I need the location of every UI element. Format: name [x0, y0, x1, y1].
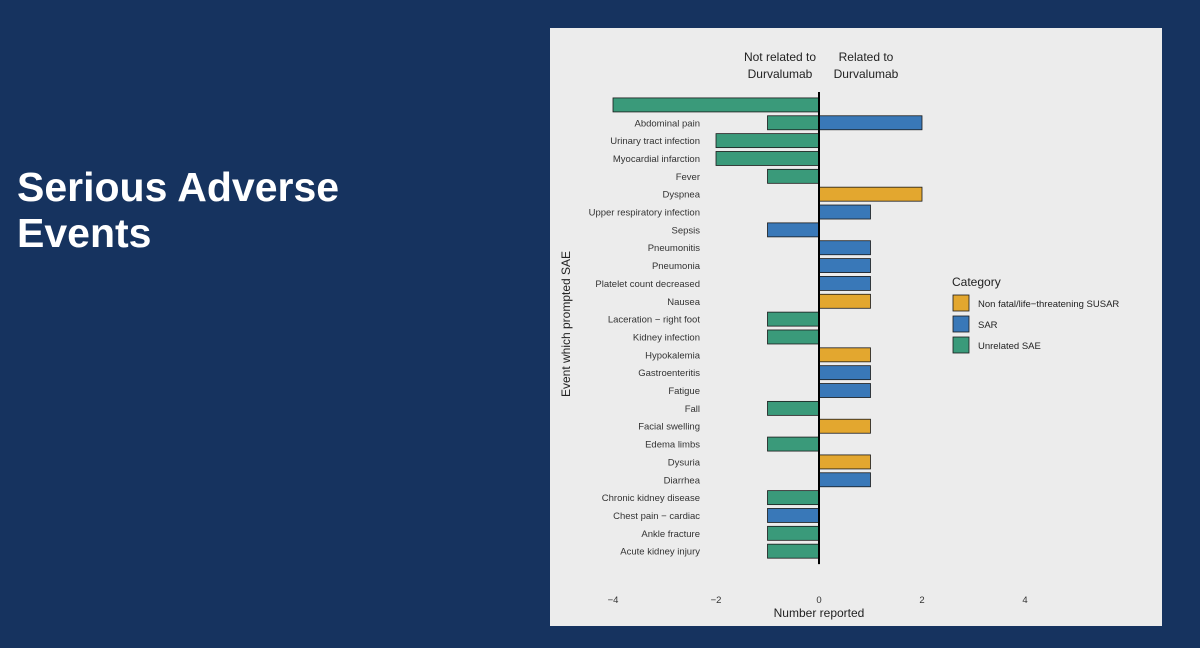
chart-panel: Not related to Durvalumab Related to Dur… — [550, 28, 1162, 626]
header-left-line-1: Not related to — [744, 50, 816, 64]
x-axis-label: Number reported — [774, 606, 865, 620]
category-label-abdominal-pain: Abdominal pain — [635, 118, 701, 129]
slide-title-line-1: Serious Adverse — [17, 164, 340, 210]
bar-abdominal-pain-sar — [818, 115, 923, 131]
legend-swatch-susar — [952, 294, 970, 312]
legend-label-sar: SAR — [978, 320, 998, 331]
category-label-diarrhea: Diarrhea — [664, 475, 701, 486]
x-tick-label: 4 — [1022, 595, 1027, 606]
category-label-chest-pain-cardiac: Chest pain − cardiac — [613, 511, 700, 522]
category-label-sepsis: Sepsis — [671, 225, 700, 236]
slide-title-line-2: Events — [17, 210, 152, 256]
category-label-hypokalemia: Hypokalemia — [645, 350, 701, 361]
bar-myocardial-infarction-unrelated — [715, 151, 820, 166]
legend-swatch-unrelated — [952, 336, 970, 354]
category-label-pneumonia: Pneumonia — [652, 261, 701, 272]
bar-hematuria-unrelated — [612, 97, 820, 113]
bar-urinary-tract-infection-unrelated — [715, 133, 820, 149]
bar-platelet-count-decreased-sar — [818, 276, 871, 291]
header-right-line-2: Durvalumab — [834, 67, 899, 81]
category-label-gastroenteritis: Gastroenteritis — [638, 368, 700, 379]
bar-dyspnea-susar — [818, 186, 923, 202]
category-label-pneumonitis: Pneumonitis — [648, 243, 701, 254]
x-tick-label: −2 — [711, 595, 722, 606]
bar-kidney-infection-unrelated — [767, 329, 820, 345]
bar-chest-pain-cardiac-sar — [767, 508, 820, 523]
header-right-line-1: Related to — [839, 50, 894, 64]
slide-title: Serious Adverse Events — [17, 164, 339, 256]
legend-label-unrelated: Unrelated SAE — [978, 341, 1041, 352]
bar-abdominal-pain-unrelated — [767, 115, 820, 131]
category-label-ankle-fracture: Ankle fracture — [641, 529, 700, 540]
x-tick-label: 2 — [919, 595, 924, 606]
bar-fatigue-sar — [818, 383, 871, 398]
category-label-fever: Fever — [676, 172, 700, 183]
bar-pneumonia-sar — [818, 258, 871, 273]
category-label-kidney-infection: Kidney infection — [633, 332, 700, 343]
bar-chronic-kidney-disease-unrelated — [767, 490, 820, 506]
category-label-dysuria: Dysuria — [668, 457, 701, 468]
bars — [612, 97, 923, 559]
category-label-chronic-kidney-disease: Chronic kidney disease — [602, 493, 700, 504]
bar-upper-respiratory-infection-sar — [818, 204, 871, 220]
bar-fall-unrelated — [767, 400, 820, 416]
legend-title: Category — [952, 275, 1001, 289]
bar-hypokalemia-susar — [818, 347, 871, 363]
category-label-laceration-right-foot: Laceration − right foot — [608, 315, 701, 326]
category-label-fall: Fall — [685, 404, 700, 415]
bar-fever-unrelated — [767, 168, 820, 184]
bar-dysuria-susar — [818, 454, 871, 470]
bar-facial-swelling-susar — [818, 418, 871, 434]
bar-gastroenteritis-sar — [818, 365, 871, 381]
bar-ankle-fracture-unrelated — [767, 525, 820, 541]
category-label-myocardial-infarction: Myocardial infarction — [613, 154, 700, 165]
bar-sepsis-sar — [767, 222, 820, 238]
y-axis-label: Event which prompted SAE — [559, 251, 573, 397]
header-left-line-2: Durvalumab — [748, 67, 813, 81]
legend: Category Non fatal/life−threatening SUSA… — [952, 275, 1119, 354]
legend-swatch-sar — [952, 315, 970, 333]
category-label-fatigue: Fatigue — [668, 386, 700, 397]
category-label-nausea: Nausea — [667, 297, 700, 308]
category-label-platelet-count-decreased: Platelet count decreased — [595, 279, 700, 290]
bar-acute-kidney-injury-unrelated — [767, 543, 820, 559]
category-label-acute-kidney-injury: Acute kidney injury — [620, 547, 700, 558]
bar-laceration-right-foot-unrelated — [767, 311, 820, 327]
bar-edema-limbs-unrelated — [767, 436, 820, 452]
bar-chart: Not related to Durvalumab Related to Dur… — [559, 50, 1119, 620]
bar-pneumonitis-sar — [818, 240, 871, 256]
category-label-upper-respiratory-infection: Upper respiratory infection — [589, 208, 700, 219]
bar-nausea-susar — [818, 293, 871, 309]
bar-diarrhea-sar — [818, 472, 871, 488]
category-label-urinary-tract-infection: Urinary tract infection — [610, 136, 700, 147]
x-tick-label: −4 — [608, 595, 619, 606]
x-tick-label: 0 — [816, 595, 821, 606]
category-label-dyspnea: Dyspnea — [663, 190, 701, 201]
x-tick-labels: −4 −2 0 2 4 — [608, 595, 1028, 606]
category-label-facial-swelling: Facial swelling — [638, 422, 700, 433]
category-label-edema-limbs: Edema limbs — [645, 440, 700, 451]
legend-label-susar: Non fatal/life−threatening SUSAR — [978, 299, 1119, 310]
